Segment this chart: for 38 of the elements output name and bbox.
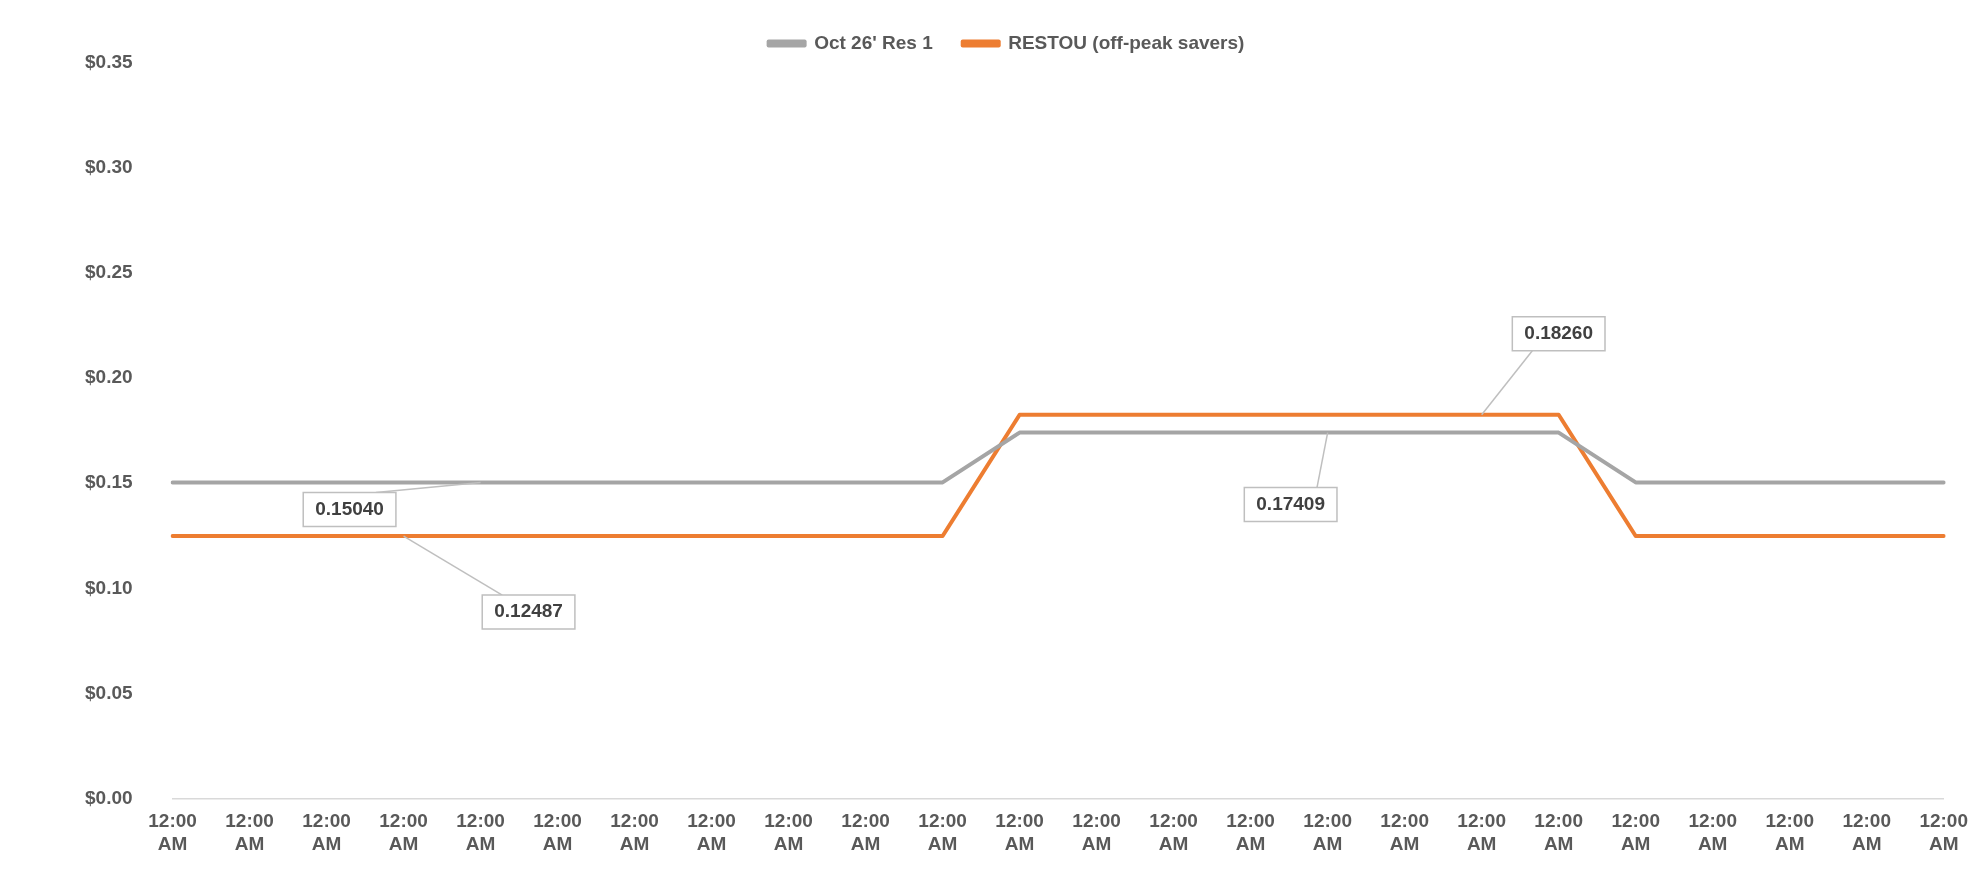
x-tick-label: 12:00 AM xyxy=(918,810,967,854)
x-tick-label: 12:00 AM xyxy=(1072,810,1121,854)
x-tick-label: 12:00 AM xyxy=(456,810,505,854)
y-tick-label: $0.35 xyxy=(85,51,133,73)
y-tick-label: $0.30 xyxy=(85,156,133,178)
x-tick-label: 12:00 AM xyxy=(1226,810,1275,854)
y-tick-label: $0.25 xyxy=(85,261,133,283)
x-tick-label: 12:00 AM xyxy=(1380,810,1429,854)
x-tick-label: 12:00 AM xyxy=(1842,810,1891,854)
data-label: 0.17409 xyxy=(1256,492,1325,514)
y-tick-label: $0.20 xyxy=(85,366,133,388)
legend-label: Oct 26' Res 1 xyxy=(814,31,934,53)
x-tick-label: 12:00 AM xyxy=(1919,810,1969,854)
y-tick-label: $0.00 xyxy=(85,786,133,808)
x-tick-label: 12:00 AM xyxy=(148,810,197,854)
x-tick-label: 12:00 AM xyxy=(1688,810,1737,854)
x-tick-label: 12:00 AM xyxy=(1149,810,1198,854)
x-tick-label: 12:00 AM xyxy=(1303,810,1352,854)
x-tick-label: 12:00 AM xyxy=(610,810,659,854)
x-tick-label: 12:00 AM xyxy=(379,810,428,854)
x-tick-label: 12:00 AM xyxy=(1457,810,1506,854)
x-tick-label: 12:00 AM xyxy=(687,810,736,854)
x-tick-label: 12:00 AM xyxy=(1534,810,1583,854)
x-tick-label: 12:00 AM xyxy=(764,810,813,854)
data-label: 0.18260 xyxy=(1524,321,1594,343)
legend-label: RESTOU (off-peak savers) xyxy=(1008,31,1245,53)
data-label: 0.12487 xyxy=(494,600,563,622)
x-tick-label: 12:00 AM xyxy=(225,810,274,854)
x-tick-label: 12:00 AM xyxy=(1765,810,1814,854)
x-tick-label: 12:00 AM xyxy=(1611,810,1660,854)
y-tick-label: $0.15 xyxy=(85,471,133,493)
y-tick-label: $0.10 xyxy=(85,576,133,598)
x-tick-label: 12:00 AM xyxy=(533,810,582,854)
x-tick-label: 12:00 AM xyxy=(302,810,351,854)
x-tick-label: 12:00 AM xyxy=(841,810,890,854)
y-tick-label: $0.05 xyxy=(85,681,133,703)
data-label: 0.15040 xyxy=(315,497,384,519)
x-tick-label: 12:00 AM xyxy=(995,810,1044,854)
